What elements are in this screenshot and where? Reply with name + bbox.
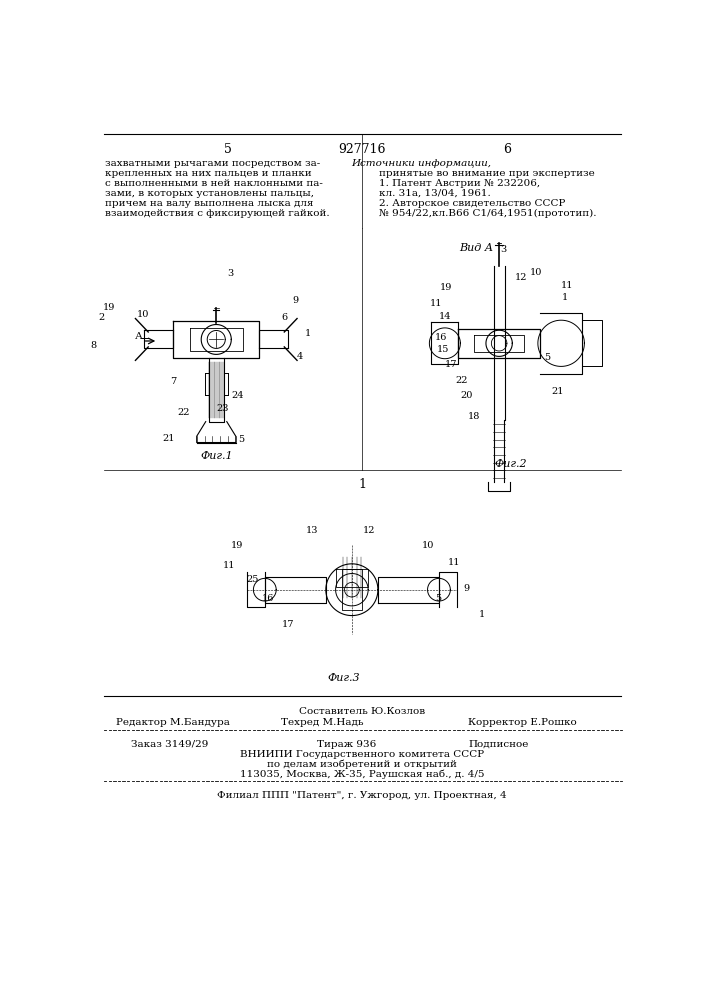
- Text: 8: 8: [90, 341, 97, 350]
- Text: 12: 12: [363, 526, 375, 535]
- Text: 113035, Москва, Ж-35, Раушская наб., д. 4/5: 113035, Москва, Ж-35, Раушская наб., д. …: [240, 770, 484, 779]
- Text: Фиг.3: Фиг.3: [328, 673, 361, 683]
- Text: 3: 3: [500, 245, 506, 254]
- Text: 4: 4: [297, 352, 303, 361]
- Text: 927716: 927716: [338, 143, 386, 156]
- Text: Подписное: Подписное: [468, 740, 529, 749]
- Text: 2: 2: [98, 313, 105, 322]
- Text: 10: 10: [136, 310, 148, 319]
- Text: 16: 16: [262, 594, 274, 603]
- Text: 9: 9: [464, 584, 469, 593]
- Text: Заказ 3149/29: Заказ 3149/29: [131, 740, 209, 749]
- Text: 10: 10: [530, 268, 542, 277]
- Text: принятые во внимание при экспертизе: принятые во внимание при экспертизе: [379, 169, 595, 178]
- Text: 5: 5: [436, 594, 442, 603]
- Text: 13: 13: [305, 526, 318, 535]
- Text: взаимодействия с фиксирующей гайкой.: взаимодействия с фиксирующей гайкой.: [105, 209, 330, 218]
- Text: 5: 5: [224, 143, 232, 156]
- Text: 23: 23: [216, 404, 228, 413]
- Text: кл. 31а, 13/04, 1961.: кл. 31а, 13/04, 1961.: [379, 189, 491, 198]
- Text: Фиг.2: Фиг.2: [494, 459, 527, 469]
- Text: Тираж 936: Тираж 936: [317, 740, 376, 749]
- Text: ВНИИПИ Государственного комитета СССР: ВНИИПИ Государственного комитета СССР: [240, 750, 484, 759]
- Text: 20: 20: [460, 391, 473, 400]
- Text: Редактор М.Бандура: Редактор М.Бандура: [115, 718, 229, 727]
- Text: А: А: [135, 332, 143, 341]
- Text: 12: 12: [515, 273, 527, 282]
- Text: 22: 22: [177, 408, 190, 417]
- Text: 7: 7: [170, 377, 177, 386]
- Text: 17: 17: [282, 620, 295, 629]
- Text: 11: 11: [223, 561, 235, 570]
- Text: 11: 11: [561, 281, 573, 290]
- Text: 19: 19: [440, 283, 452, 292]
- Text: Техред М.Надь: Техред М.Надь: [281, 718, 363, 727]
- Text: Филиал ППП "Патент", г. Ужгород, ул. Проектная, 4: Филиал ППП "Патент", г. Ужгород, ул. Про…: [217, 791, 507, 800]
- Text: 5: 5: [544, 353, 550, 362]
- Text: 22: 22: [456, 376, 468, 385]
- Text: 19: 19: [231, 541, 243, 550]
- Text: 17: 17: [445, 360, 457, 369]
- Text: Фиг.1: Фиг.1: [200, 451, 233, 461]
- Text: 10: 10: [421, 541, 434, 550]
- Text: по делам изобретений и открытий: по делам изобретений и открытий: [267, 760, 457, 769]
- Text: захватными рычагами посредством за-: захватными рычагами посредством за-: [105, 158, 321, 167]
- Text: причем на валу выполнена лыска для: причем на валу выполнена лыска для: [105, 199, 314, 208]
- Text: с выполненными в ней наклонными па-: с выполненными в ней наклонными па-: [105, 179, 323, 188]
- Text: 1: 1: [562, 293, 568, 302]
- Text: 1. Патент Австрии № 232206,: 1. Патент Австрии № 232206,: [379, 179, 540, 188]
- Text: 3: 3: [227, 269, 233, 278]
- Text: 21: 21: [162, 434, 175, 443]
- Text: 15: 15: [437, 345, 450, 354]
- Text: 24: 24: [232, 391, 244, 400]
- Text: 19: 19: [103, 303, 115, 312]
- Text: 1: 1: [479, 610, 485, 619]
- Text: Составитель Ю.Козлов: Составитель Ю.Козлов: [299, 707, 425, 716]
- Text: 14: 14: [438, 312, 451, 321]
- Text: 25: 25: [247, 575, 259, 584]
- Text: 21: 21: [551, 387, 563, 396]
- Text: 9: 9: [292, 296, 298, 305]
- Text: зами, в которых установлены пальцы,: зами, в которых установлены пальцы,: [105, 189, 315, 198]
- Text: 16: 16: [435, 333, 448, 342]
- Text: 6: 6: [503, 143, 511, 156]
- Text: 6: 6: [281, 313, 288, 322]
- Text: 5: 5: [238, 435, 244, 444]
- Text: Вид А: Вид А: [459, 243, 493, 253]
- Text: 1: 1: [305, 329, 311, 338]
- Text: 2. Авторское свидетельство СССР: 2. Авторское свидетельство СССР: [379, 199, 566, 208]
- Text: Источники информации,: Источники информации,: [351, 158, 491, 167]
- Text: 18: 18: [468, 412, 481, 421]
- Text: 11: 11: [448, 558, 460, 567]
- Text: крепленных на них пальцев и планки: крепленных на них пальцев и планки: [105, 169, 312, 178]
- Text: № 954/22,кл.В66 С1/64,1951(прототип).: № 954/22,кл.В66 С1/64,1951(прототип).: [379, 209, 597, 218]
- Text: 11: 11: [429, 299, 442, 308]
- Text: Корректор Е.Рошко: Корректор Е.Рошко: [468, 718, 577, 727]
- Text: 1: 1: [358, 478, 366, 491]
